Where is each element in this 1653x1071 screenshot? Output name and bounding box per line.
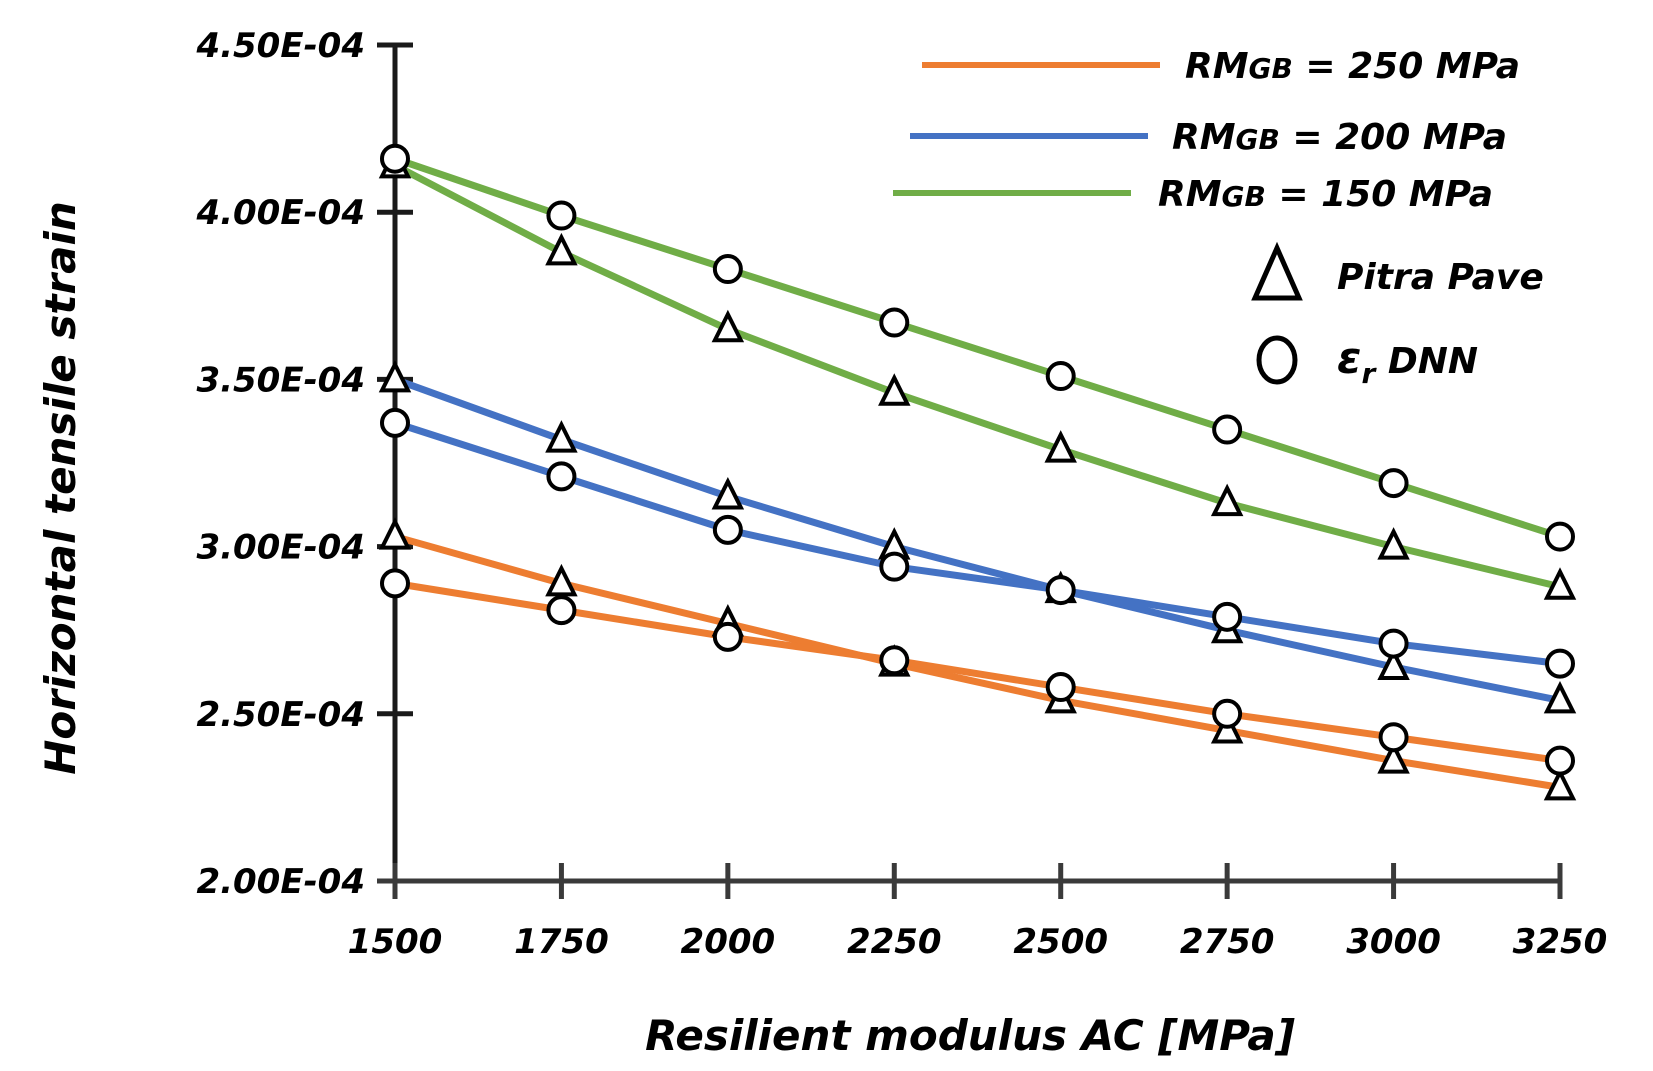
x-axis-title: Resilient modulus AC [MPa] — [645, 1011, 1295, 1060]
data-point-circle — [715, 624, 741, 650]
x-tick-label: 2500 — [1013, 922, 1108, 962]
data-point-circle — [1547, 748, 1573, 774]
data-point-circle — [382, 146, 408, 172]
data-point-circle — [1381, 631, 1407, 657]
x-tick-label: 3250 — [1513, 922, 1608, 962]
x-tick-label: 2000 — [681, 922, 776, 962]
y-tick-label: 2.50E-04 — [196, 695, 365, 735]
legend-label-dnn: εr DNN — [1337, 333, 1478, 390]
data-point-circle — [1214, 417, 1240, 443]
data-point-circle — [715, 256, 741, 282]
legend-triangle-icon — [1255, 248, 1299, 298]
x-tick-label: 2250 — [847, 922, 942, 962]
x-tick-label: 2750 — [1180, 922, 1275, 962]
data-point-circle — [715, 517, 741, 543]
data-point-circle — [1048, 577, 1074, 603]
y-axis-title: Horizontal tensile strain — [36, 201, 85, 775]
data-point-circle — [1547, 651, 1573, 677]
legend: RMGB = 250 MPa RMGB = 200 MPa RMGB = 150… — [893, 46, 1544, 390]
data-point-circle — [1547, 524, 1573, 550]
data-point-circle — [1214, 604, 1240, 630]
data-point-triangle — [382, 522, 408, 548]
data-point-circle — [1381, 470, 1407, 496]
line-chart: 2.00E-04 2.50E-04 3.00E-04 3.50E-04 4.00E-04… — [0, 0, 1653, 1071]
data-point-circle — [548, 463, 574, 489]
legend-circle-icon — [1259, 338, 1295, 382]
y-tick-label: 3.00E-04 — [196, 528, 365, 568]
legend-label-250: RMGB = 250 MPa — [1185, 46, 1520, 87]
y-tick-label: 2.00E-04 — [196, 862, 365, 902]
y-tick-label: 4.00E-04 — [195, 193, 365, 233]
y-tick-label: 4.50E-04 — [195, 26, 365, 66]
legend-label-150: RMGB = 150 MPa — [1158, 174, 1493, 215]
x-tick-label: 3000 — [1346, 922, 1441, 962]
x-tick-label: 1500 — [348, 922, 443, 962]
data-point-circle — [548, 203, 574, 229]
data-point-circle — [1048, 363, 1074, 389]
y-tick-label: 3.50E-04 — [196, 360, 365, 400]
legend-label-200: RMGB = 200 MPa — [1172, 117, 1507, 158]
data-point-circle — [881, 554, 907, 580]
data-point-circle — [881, 310, 907, 336]
data-point-circle — [382, 570, 408, 596]
legend-label-pitra-pave: Pitra Pave — [1337, 257, 1544, 298]
data-point-circle — [382, 410, 408, 436]
series-markers — [382, 146, 1573, 799]
data-point-circle — [1214, 701, 1240, 727]
x-tick-label: 1750 — [514, 922, 609, 962]
data-point-circle — [1048, 674, 1074, 700]
data-point-circle — [881, 647, 907, 673]
data-point-circle — [1381, 724, 1407, 750]
data-point-circle — [548, 597, 574, 623]
